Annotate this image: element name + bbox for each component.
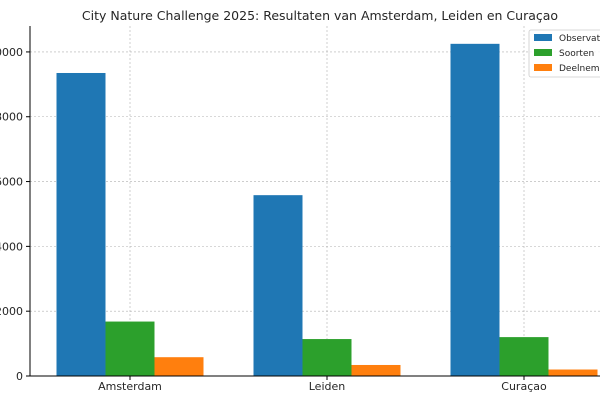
legend-label: Deelnemers xyxy=(559,64,600,74)
y-tick-label: 0 xyxy=(16,370,23,383)
bar-deelnemers-amsterdam xyxy=(154,357,204,376)
bar-soorten-amsterdam xyxy=(105,321,155,376)
bar-soorten-curaçao xyxy=(499,337,549,376)
x-tick-label: Leiden xyxy=(309,380,346,393)
bar-deelnemers-leiden xyxy=(351,364,401,376)
y-tick-label: 10000 xyxy=(0,46,23,59)
bar-observaties-curaçao xyxy=(450,43,500,377)
y-tick-label: 8000 xyxy=(0,111,23,124)
bar-deelnemers-curaçao xyxy=(548,369,598,376)
legend-label: Observaties xyxy=(559,34,600,44)
legend-swatch xyxy=(534,49,552,56)
y-tick-label: 2000 xyxy=(0,305,23,318)
legend: Observaties Soorten Deelnemers xyxy=(528,29,600,78)
bar-soorten-leiden xyxy=(302,339,352,376)
y-tick-label: 6000 xyxy=(0,176,23,189)
x-tick-label: Amsterdam xyxy=(98,380,162,393)
tick-labels: 0 2000 4000 6000 8000 10000 Amsterdam Leiden Cur… xyxy=(0,46,547,393)
axes xyxy=(29,26,600,377)
bar-observaties-leiden xyxy=(253,195,303,376)
legend-label: Soorten xyxy=(559,49,594,59)
y-tick-label: 4000 xyxy=(0,240,23,253)
x-tick-label: Curaçao xyxy=(501,380,547,393)
chart-title: City Nature Challenge 2025: Resultaten v… xyxy=(82,8,558,23)
bar-observaties-amsterdam xyxy=(56,72,106,377)
legend-swatch xyxy=(534,64,552,71)
legend-swatch xyxy=(534,34,552,41)
bars xyxy=(56,43,598,377)
